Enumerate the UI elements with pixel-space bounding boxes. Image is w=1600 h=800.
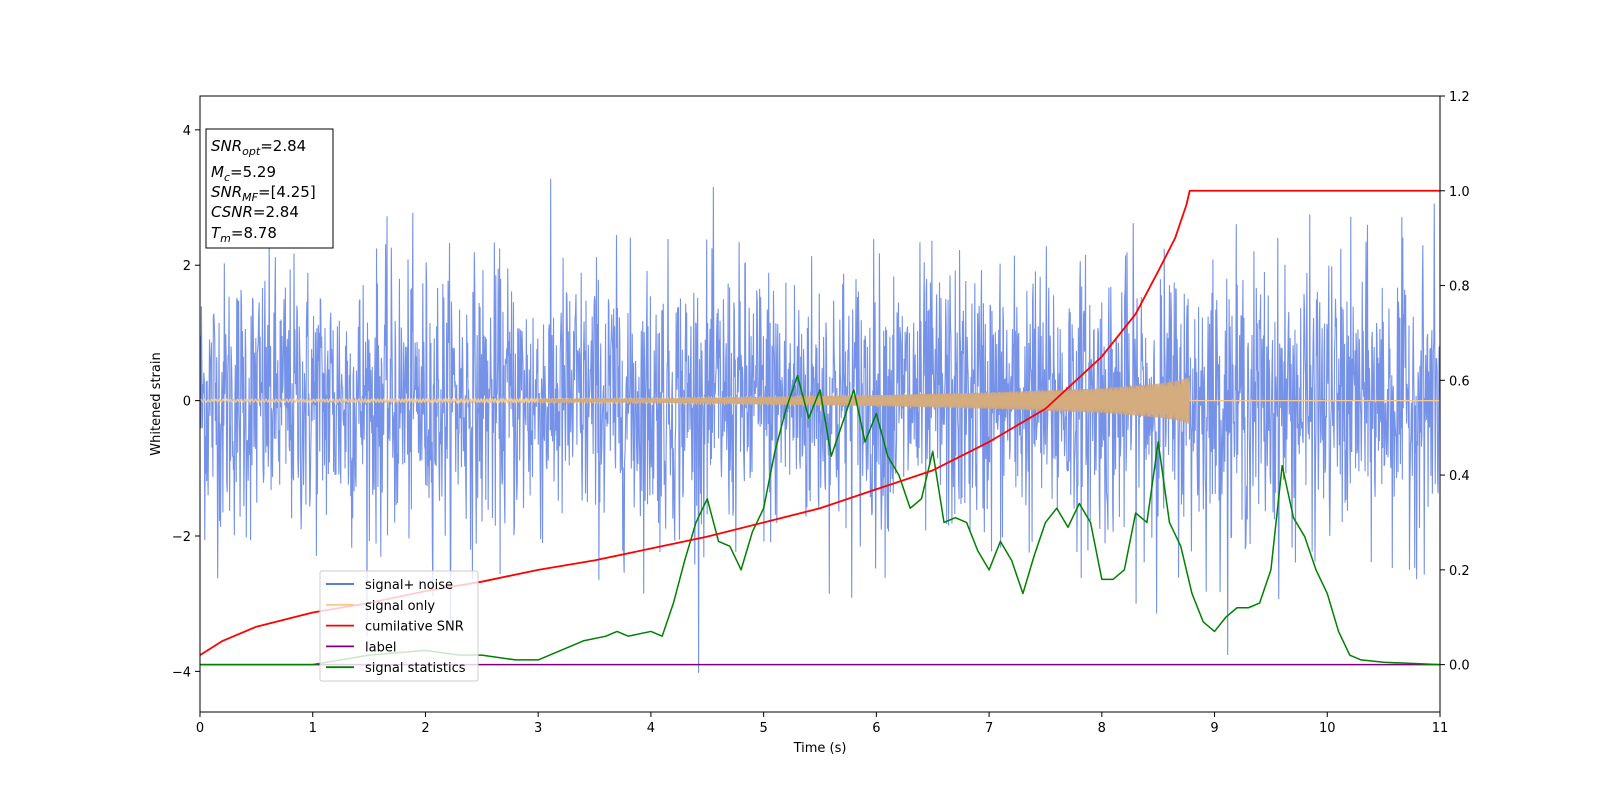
legend-entry: signal+ noise xyxy=(365,578,453,593)
annotation-csnr: 2.84 xyxy=(266,203,299,221)
signal-noise-line xyxy=(200,178,1440,673)
y-right-tick-label: 0.4 xyxy=(1449,469,1470,484)
x-tick-label: 6 xyxy=(872,721,880,736)
svg-text:CSNR=2.84: CSNR=2.84 xyxy=(211,203,299,221)
x-tick-label: 9 xyxy=(1210,721,1218,736)
y-left-tick-label: −4 xyxy=(172,665,191,680)
x-tick-label: 10 xyxy=(1319,721,1336,736)
y-axis-right: 0.0 0.2 0.4 0.6 0.8 1.0 1.2 xyxy=(1440,90,1470,674)
signal-noise-series xyxy=(200,178,1440,673)
x-tick-label: 11 xyxy=(1432,721,1449,736)
y-left-tick-label: 2 xyxy=(183,259,191,274)
x-tick-label: 4 xyxy=(647,721,655,736)
y-right-tick-label: 0.0 xyxy=(1449,659,1470,674)
x-axis-label: Time (s) xyxy=(793,741,847,756)
x-tick-label: 2 xyxy=(421,721,429,736)
annotation-snr-opt: 2.84 xyxy=(273,137,306,155)
y-left-tick-label: 0 xyxy=(183,395,191,410)
svg-text:SNRopt=2.84: SNRopt=2.84 xyxy=(211,137,306,158)
legend-entry: label xyxy=(365,640,396,655)
x-tick-label: 3 xyxy=(534,721,542,736)
legend: signal+ noise signal only cumilative SNR la… xyxy=(319,570,479,682)
x-tick-label: 8 xyxy=(1098,721,1106,736)
annotation-mc: 5.29 xyxy=(243,163,276,181)
legend-entry: signal only xyxy=(365,599,435,614)
annotation-tm: 8.78 xyxy=(243,224,276,242)
legend-entry: signal statistics xyxy=(365,661,466,676)
y-axis-label: Whitened strain xyxy=(149,352,164,455)
y-right-tick-label: 1.2 xyxy=(1449,90,1470,105)
y-axis-left: −4 −2 0 2 4 xyxy=(172,124,200,680)
signal-only-series xyxy=(200,376,1440,425)
annotation-snr-mf: [4.25] xyxy=(271,183,316,201)
svg-text:SNRMF=[4.25]: SNRMF=[4.25] xyxy=(211,183,316,204)
signal-statistics-line xyxy=(200,374,1440,666)
plot-frame xyxy=(199,95,1441,713)
y-right-tick-label: 0.8 xyxy=(1449,280,1470,295)
y-right-tick-label: 1.0 xyxy=(1449,185,1470,200)
x-tick-label: 7 xyxy=(985,721,993,736)
x-tick-label: 5 xyxy=(759,721,767,736)
y-left-tick-label: 4 xyxy=(183,124,191,139)
x-tick-label: 0 xyxy=(196,721,204,736)
svg-text:Mc=5.29: Mc=5.29 xyxy=(211,163,276,184)
y-left-tick-label: −2 xyxy=(172,530,191,545)
x-tick-label: 1 xyxy=(309,721,317,736)
x-axis: 0 1 2 3 4 5 6 7 8 9 10 11 xyxy=(196,712,1448,736)
y-right-tick-label: 0.2 xyxy=(1449,564,1470,579)
y-right-tick-label: 0.6 xyxy=(1449,374,1470,389)
snr-annotation-box: SNRopt=2.84 Mc=5.29 SNRMF=[4.25] CSNR=2.… xyxy=(205,128,334,249)
signal-only-envelope xyxy=(538,376,1190,425)
legend-entry: cumilative SNR xyxy=(365,620,464,635)
